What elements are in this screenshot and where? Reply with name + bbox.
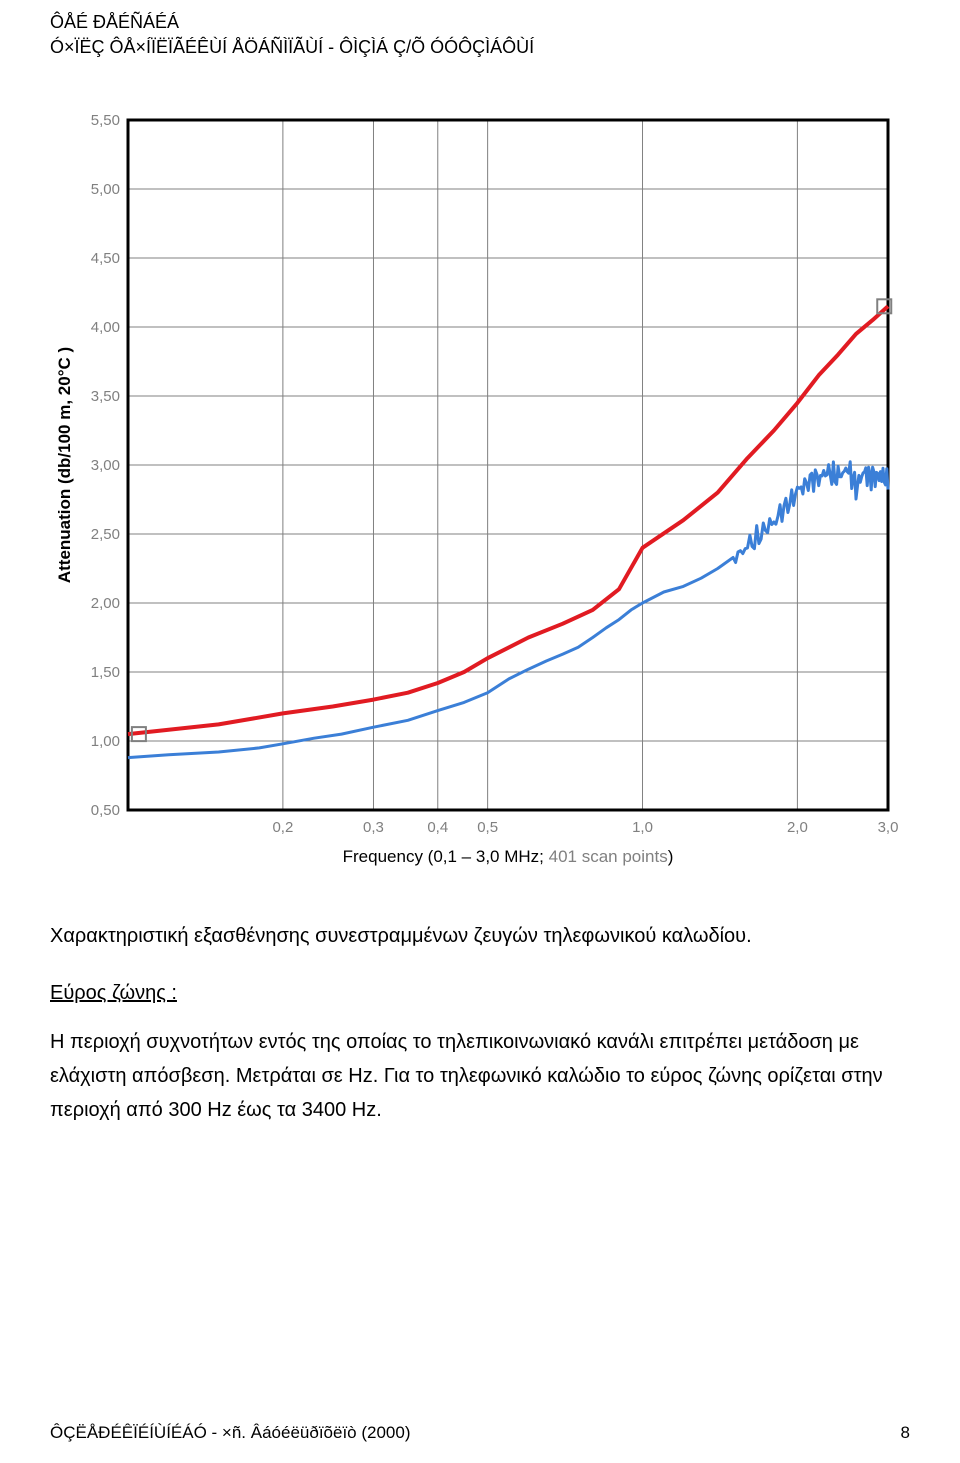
svg-text:3,00: 3,00: [91, 457, 120, 474]
svg-text:2,0: 2,0: [787, 819, 808, 836]
svg-text:2,50: 2,50: [91, 526, 120, 543]
svg-text:0,2: 0,2: [272, 819, 293, 836]
svg-text:0,4: 0,4: [427, 819, 448, 836]
svg-text:0,3: 0,3: [363, 819, 384, 836]
svg-text:3,0: 3,0: [878, 819, 899, 836]
svg-text:2,00: 2,00: [91, 595, 120, 612]
svg-text:Attenuation (db/100 m, 20°C ): Attenuation (db/100 m, 20°C ): [55, 347, 74, 583]
svg-text:5,00: 5,00: [91, 181, 120, 198]
svg-text:1,50: 1,50: [91, 664, 120, 681]
footer-left: ÔÇËÅÐÉÊÏÉÍÙÍÉÁÓ - ×ñ. Âáóéëüðïõëïò (2000…: [50, 1423, 411, 1443]
chart-svg: Attenuation (db/100 m, 20°C ) 0,50 1,00 1,5…: [50, 110, 910, 880]
svg-text:4,50: 4,50: [91, 250, 120, 267]
header-line-2: Ó×ÏËÇ ÔÅ×ÍÏËÏÃÉÊÙÍ ÅÖÁÑÌÏÃÙÍ - ÔÌÇÌÁ Ç/Õ…: [50, 35, 910, 60]
chart-caption: Χαρακτηριστική εξασθένησης συνεστραμμένω…: [50, 920, 910, 952]
section-body-bandwidth: Η περιοχή συχνοτήτων εντός της οποίας το…: [50, 1025, 910, 1127]
svg-text:1,00: 1,00: [91, 733, 120, 750]
page: ÔÅÉ ÐÅÉÑÁÉÁ Ó×ÏËÇ ÔÅ×ÍÏËÏÃÉÊÙÍ ÅÖÁÑÌÏÃÙÍ…: [0, 0, 960, 1463]
svg-text:1,0: 1,0: [632, 819, 653, 836]
svg-text:0,50: 0,50: [91, 802, 120, 819]
svg-text:Frequency (0,1 – 3,0 MHz; 401: Frequency (0,1 – 3,0 MHz; 401 scan point…: [343, 847, 674, 866]
footer-page-number: 8: [901, 1423, 910, 1443]
svg-text:4,00: 4,00: [91, 319, 120, 336]
attenuation-chart: Attenuation (db/100 m, 20°C ) 0,50 1,00 1,5…: [50, 110, 910, 880]
page-footer: ÔÇËÅÐÉÊÏÉÍÙÍÉÁÓ - ×ñ. Âáóéëüðïõëïò (2000…: [50, 1423, 910, 1443]
svg-text:5,50: 5,50: [91, 112, 120, 129]
svg-text:0,5: 0,5: [477, 819, 498, 836]
header-line-1: ÔÅÉ ÐÅÉÑÁÉÁ: [50, 10, 910, 35]
svg-text:3,50: 3,50: [91, 388, 120, 405]
section-title-bandwidth: Εύρος ζώνης :: [50, 982, 910, 1005]
